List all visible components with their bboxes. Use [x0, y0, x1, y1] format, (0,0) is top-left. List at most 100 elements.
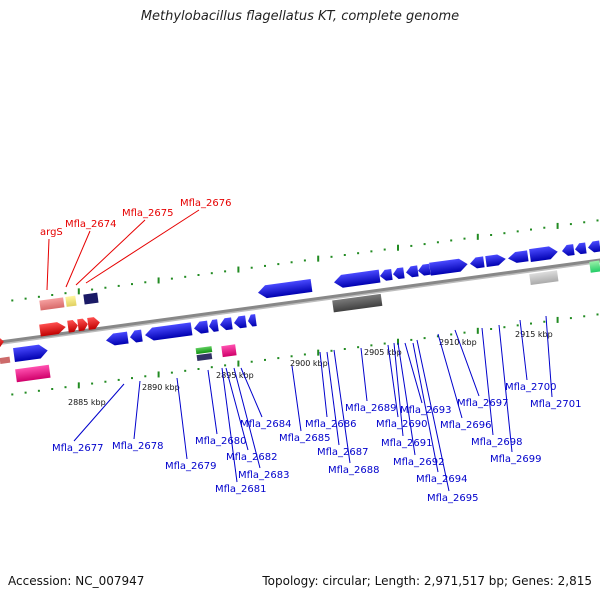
outer-tick-tick: [264, 264, 266, 267]
gene-leader-line: [333, 349, 351, 464]
gene-leader-line: [397, 342, 416, 456]
cds-arrow: [470, 256, 485, 269]
outer-tick-tick: [423, 243, 426, 246]
feature-box-group: [589, 260, 600, 273]
gene-label: Mfla_2679: [165, 461, 217, 472]
gene-leader-line: [326, 351, 340, 446]
cds-arrow-group: [130, 329, 143, 343]
inner-tick-tick: [104, 380, 107, 383]
scale-label: 2900 kbp: [290, 359, 328, 368]
cds-arrow: [234, 315, 247, 329]
cds-arrow-group: [234, 315, 247, 329]
inner-tick-tick: [11, 393, 14, 396]
cds-arrow: [575, 242, 587, 255]
gene-leader-line: [481, 327, 494, 436]
feature-box: [529, 270, 559, 285]
gene-leader-line: [133, 380, 141, 440]
gene-leader-line: [519, 319, 528, 381]
gene-label: Mfla_2701: [530, 399, 582, 410]
outer-tick-tick: [144, 281, 147, 284]
cds-arrow: [406, 265, 419, 278]
gene-label: Mfla_2681: [215, 484, 267, 495]
inner-tick-tick: [330, 349, 333, 352]
outer-tick-tick: [64, 292, 67, 295]
gene-leader-line: [416, 339, 450, 492]
rna-arrow-group: [77, 318, 88, 332]
feature-box-group: [196, 353, 213, 362]
inner-tick-tick: [569, 317, 572, 320]
cds-arrow: [429, 258, 468, 276]
outer-tick-tick: [503, 232, 506, 235]
cds-arrow: [258, 278, 313, 299]
highlight-gene-label: Mfla_2675: [122, 208, 174, 219]
inner-tick-tick: [450, 333, 453, 336]
gene-leader-line: [437, 333, 463, 419]
highlight-gene-label: Mfla_2676: [180, 198, 232, 209]
outer-tick-tick: [317, 255, 320, 262]
gene-leader-line: [498, 324, 513, 453]
cds-arrow: [393, 267, 405, 280]
outer-tick-tick: [277, 263, 280, 266]
gene-leader-line: [319, 351, 328, 418]
inner-tick-tick: [410, 338, 413, 341]
gene-label: Mfla_2678: [112, 441, 164, 452]
cds-arrow-group: [406, 265, 419, 278]
outer-tick-tick: [436, 241, 439, 244]
inner-tick-tick: [516, 324, 519, 327]
gene-label: Mfla_2686: [305, 419, 357, 430]
gene-leader-line: [360, 347, 368, 402]
highlight-leader-line: [65, 230, 91, 288]
inner-tick-tick: [357, 346, 360, 349]
inner-tick-tick: [463, 331, 466, 334]
inner-tick-tick: [237, 360, 240, 367]
cds-arrow-group: [220, 317, 233, 331]
outer-tick-tick: [569, 223, 572, 226]
gene-label: Mfla_2684: [240, 419, 292, 430]
feature-box-group: [39, 297, 65, 311]
inner-tick-tick: [317, 349, 320, 356]
outer-tick-tick: [157, 277, 160, 284]
cds-arrow-group: [380, 268, 393, 281]
inner-tick-tick: [224, 364, 227, 367]
accession-label: Accession: NC_007947: [8, 574, 145, 588]
outer-tick-tick: [543, 226, 546, 229]
feature-box: [589, 260, 600, 273]
outer-tick-tick: [91, 288, 94, 291]
gene-label: Mfla_2683: [238, 470, 290, 481]
feature-box: [65, 295, 77, 307]
gene-label: Mfla_2685: [279, 433, 331, 444]
scale-label: 2915 kbp: [515, 330, 553, 339]
outer-tick-tick: [250, 266, 253, 269]
gene-leader-line: [225, 367, 249, 451]
gene-leader-line: [207, 369, 218, 435]
outer-tick-tick: [596, 219, 599, 222]
rna-arrow-group: [39, 322, 66, 337]
outer-tick-tick: [450, 239, 453, 242]
gene-label: Mfla_2699: [490, 454, 542, 465]
scale-label: 2910 kbp: [439, 338, 477, 347]
inner-tick-tick: [197, 368, 200, 371]
cds-arrow: [145, 322, 193, 341]
cds-arrow-group: [529, 246, 558, 262]
outer-tick-tick: [490, 234, 493, 237]
scale-label: 2885 kbp: [68, 398, 106, 407]
outer-tick-tick: [77, 288, 80, 295]
scale-label: 2905 kbp: [364, 348, 402, 357]
cds-arrow-group: [209, 319, 219, 332]
outer-tick-tick: [210, 272, 213, 275]
cds-arrow: [418, 263, 431, 276]
inner-tick-tick: [530, 322, 532, 325]
cds-arrow: [130, 329, 143, 343]
inner-tick-tick: [383, 342, 386, 345]
outer-tick-tick: [170, 277, 173, 280]
inner-tick-tick: [131, 377, 133, 380]
cds-arrow: [209, 319, 219, 332]
gene-leader-line: [73, 383, 125, 442]
feature-box: [83, 292, 99, 305]
gene-leader-line: [176, 377, 188, 460]
inner-tick-tick: [277, 357, 280, 360]
gene-leader-line: [233, 367, 261, 469]
feature-box-group: [0, 356, 11, 364]
feature-box-group: [65, 295, 77, 307]
